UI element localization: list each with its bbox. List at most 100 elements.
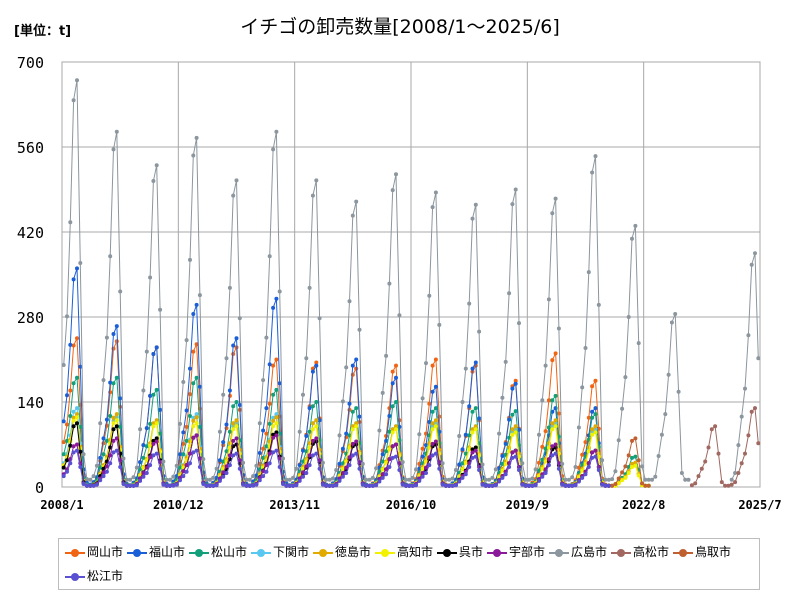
data-point — [414, 483, 418, 488]
data-point — [204, 477, 209, 482]
data-point — [171, 483, 176, 488]
unit-label: [単位：t] — [14, 24, 72, 39]
data-point — [616, 481, 621, 486]
data-point — [404, 477, 408, 482]
data-point — [463, 432, 468, 437]
data-point — [354, 199, 359, 204]
data-point — [204, 483, 209, 488]
data-point — [320, 482, 325, 487]
data-point — [164, 483, 169, 488]
data-point — [138, 478, 143, 483]
data-point — [616, 476, 621, 481]
data-point — [580, 452, 585, 457]
data-point — [237, 316, 242, 321]
data-point — [78, 261, 83, 265]
data-point — [583, 472, 588, 477]
data-point — [546, 297, 551, 302]
x-tick-label: 2022/8 — [622, 498, 665, 512]
data-point — [71, 415, 76, 420]
data-point — [101, 470, 106, 475]
data-point — [88, 477, 93, 482]
data-point — [583, 461, 588, 466]
data-point — [188, 366, 192, 371]
data-point — [98, 465, 103, 470]
data-point — [350, 441, 355, 446]
data-point — [433, 418, 438, 423]
data-point — [364, 483, 369, 488]
data-point — [151, 421, 156, 426]
data-point — [394, 424, 398, 429]
data-point — [75, 266, 79, 271]
data-point — [184, 424, 189, 429]
data-point — [151, 424, 156, 429]
data-point — [543, 459, 548, 464]
data-point — [427, 293, 432, 298]
legend-marker — [375, 548, 395, 558]
data-point — [234, 336, 239, 341]
data-point — [470, 366, 475, 371]
data-point — [580, 475, 585, 480]
data-point — [211, 475, 216, 480]
data-point — [237, 458, 242, 463]
data-point — [307, 445, 312, 450]
data-point — [566, 483, 571, 488]
data-point — [753, 406, 757, 411]
data-point — [310, 369, 315, 374]
data-point — [108, 445, 113, 450]
data-point — [151, 441, 156, 446]
legend-marker — [487, 548, 507, 558]
data-point — [437, 322, 442, 327]
data-point — [261, 455, 266, 460]
data-point — [433, 439, 438, 444]
data-point — [467, 301, 472, 306]
data-point — [267, 461, 272, 466]
data-point — [656, 454, 661, 458]
data-point — [470, 450, 475, 455]
data-point — [533, 483, 538, 488]
data-point — [530, 476, 535, 481]
data-point — [71, 450, 76, 455]
data-point — [470, 427, 475, 432]
legend-item: 宇部市 — [487, 543, 545, 560]
data-point — [334, 483, 339, 488]
data-point — [108, 380, 113, 385]
data-point — [643, 477, 648, 482]
data-point — [227, 285, 232, 290]
data-point — [114, 375, 119, 380]
data-point — [427, 401, 432, 406]
legend-marker — [65, 572, 85, 582]
data-point — [261, 428, 266, 433]
data-point — [221, 470, 226, 475]
data-point — [261, 446, 266, 451]
data-point — [380, 390, 385, 395]
data-point — [350, 424, 355, 429]
data-point — [703, 459, 708, 464]
data-point — [453, 468, 458, 472]
data-point — [71, 444, 76, 449]
data-point — [400, 482, 405, 487]
data-point — [433, 406, 438, 411]
data-point — [304, 356, 309, 361]
data-point — [364, 477, 369, 482]
data-point — [424, 465, 428, 470]
data-point — [497, 479, 502, 484]
data-point — [390, 369, 395, 374]
data-point — [570, 475, 575, 480]
data-point — [310, 453, 315, 458]
data-point — [540, 457, 545, 462]
data-point — [251, 474, 256, 479]
data-point — [550, 421, 555, 426]
data-point — [630, 236, 634, 241]
data-point — [630, 461, 634, 466]
data-point — [590, 427, 595, 432]
data-point — [68, 220, 73, 225]
data-point — [287, 477, 292, 482]
data-point — [340, 466, 345, 471]
data-point — [271, 432, 276, 437]
data-point — [61, 465, 66, 470]
data-point — [367, 477, 372, 482]
data-point — [390, 404, 395, 409]
data-point — [384, 449, 389, 454]
data-point — [483, 483, 488, 488]
legend-marker — [65, 548, 85, 558]
